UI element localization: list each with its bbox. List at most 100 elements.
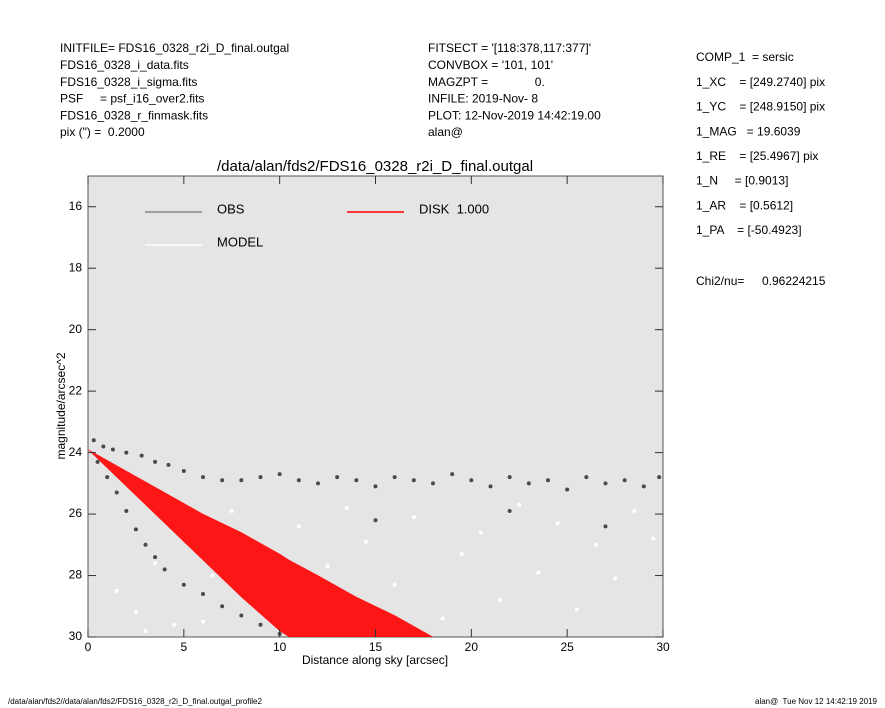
data-point [613, 576, 618, 581]
data-point [431, 481, 435, 486]
data-point [296, 478, 301, 483]
legend-label: OBS [217, 201, 245, 216]
data-point [440, 616, 445, 621]
data-point [114, 490, 119, 495]
data-point [172, 622, 177, 627]
x-tick-label: 15 [369, 640, 383, 654]
data-point [507, 475, 512, 480]
x-tick-label: 30 [656, 640, 670, 654]
data-point [392, 582, 397, 587]
data-point [201, 591, 205, 596]
y-axis-label: magnitude/arcsec^2 [54, 352, 68, 459]
data-point [603, 481, 608, 486]
data-point [498, 598, 503, 603]
data-point [574, 607, 579, 612]
header-left-line: PSF = psf_i16_over2.fits [60, 92, 204, 106]
data-point [411, 478, 416, 483]
data-point [277, 472, 282, 477]
parameter-line: 1_XC = [249.2740] pix [696, 75, 825, 89]
marks [88, 438, 662, 637]
header-middle-line: FITSECT = '[118:378,117:377]' [428, 41, 591, 55]
data-point [153, 555, 158, 560]
data-point [603, 524, 608, 529]
header-middle-line: CONVBOX = '101, 101' [428, 58, 553, 72]
legend-label: MODEL [217, 234, 263, 249]
data-point [363, 539, 368, 544]
data-point [153, 459, 158, 464]
parameter-line: 1_N = [0.9013] [696, 174, 788, 188]
data-point [201, 619, 205, 624]
chi2-value: 0.96224215 [762, 274, 826, 288]
data-point [450, 472, 455, 477]
y-tick-label: 20 [69, 322, 83, 336]
data-point [166, 462, 171, 467]
data-point [239, 613, 244, 618]
y-tick-label: 26 [69, 506, 83, 520]
data-point [91, 438, 96, 443]
data-point [181, 582, 186, 587]
data-point [632, 508, 637, 513]
data-point [517, 502, 522, 507]
data-point [546, 478, 550, 483]
data-point [220, 478, 225, 483]
header-middle-line: PLOT: 12-Nov-2019 14:42:19.00 [428, 108, 601, 122]
data-point [143, 628, 148, 633]
plot-area [87, 175, 664, 638]
parameter-line: 1_RE = [25.4967] pix [696, 149, 818, 163]
data-point [335, 475, 340, 480]
data-point [555, 521, 560, 526]
x-tick-label: 10 [273, 640, 287, 654]
data-point [95, 459, 100, 464]
header-left-line: FDS16_0328_r_finmask.fits [60, 108, 208, 122]
data-point [162, 567, 167, 572]
data-point [507, 508, 512, 513]
data-point [526, 481, 531, 486]
data-point [584, 475, 589, 480]
data-point [411, 515, 416, 520]
data-point [622, 478, 627, 483]
data-point [139, 453, 144, 458]
data-point [201, 475, 205, 480]
header-left-line: FDS16_0328_i_sigma.fits [60, 75, 197, 89]
chart-title: /data/alan/fds2/FDS16_0328_r2i_D_final.o… [217, 158, 533, 175]
data-point [536, 570, 541, 575]
data-point [124, 450, 129, 455]
data-point [373, 518, 378, 523]
y-tick-label: 22 [69, 383, 83, 397]
data-point [239, 478, 244, 483]
header-left-line: INITFILE= FDS16_0328_r2i_D_final.outgal [60, 41, 289, 55]
data-point [488, 484, 493, 489]
data-point [316, 481, 320, 486]
y-tick-label: 18 [69, 260, 83, 274]
header-left-line: pix (") = 0.2000 [60, 125, 145, 139]
disk-band [88, 449, 434, 637]
y-tick-label: 28 [69, 568, 83, 582]
y-tick-label: 24 [69, 445, 83, 459]
data-point [143, 542, 148, 547]
parameter-line: 1_YC = [248.9150] pix [696, 100, 825, 114]
data-point [459, 552, 464, 557]
x-tick-label: 25 [560, 640, 574, 654]
data-point [258, 622, 263, 627]
y-tick-label: 16 [69, 199, 83, 213]
data-point [392, 475, 397, 480]
data-point [478, 530, 483, 535]
data-point [210, 573, 215, 578]
footer-right: alan@ Tue Nov 12 14:42:19 2019 [755, 697, 878, 706]
data-point [469, 478, 474, 483]
parameter-line: 1_AR = [0.5612] [696, 198, 793, 212]
data-point [344, 505, 349, 510]
parameter-line: COMP_1 = sersic [696, 50, 794, 64]
data-point [105, 475, 110, 480]
data-point [110, 447, 115, 452]
data-point [296, 524, 301, 529]
header-middle-line: MAGZPT = 0. [428, 75, 545, 89]
data-point [153, 561, 158, 566]
chi2-label: Chi2/nu= [696, 274, 744, 288]
data-point [373, 484, 378, 489]
data-point [133, 610, 138, 615]
data-point [229, 508, 234, 513]
data-point [258, 475, 263, 480]
parameter-line: 1_PA = [-50.4923] [696, 223, 802, 237]
